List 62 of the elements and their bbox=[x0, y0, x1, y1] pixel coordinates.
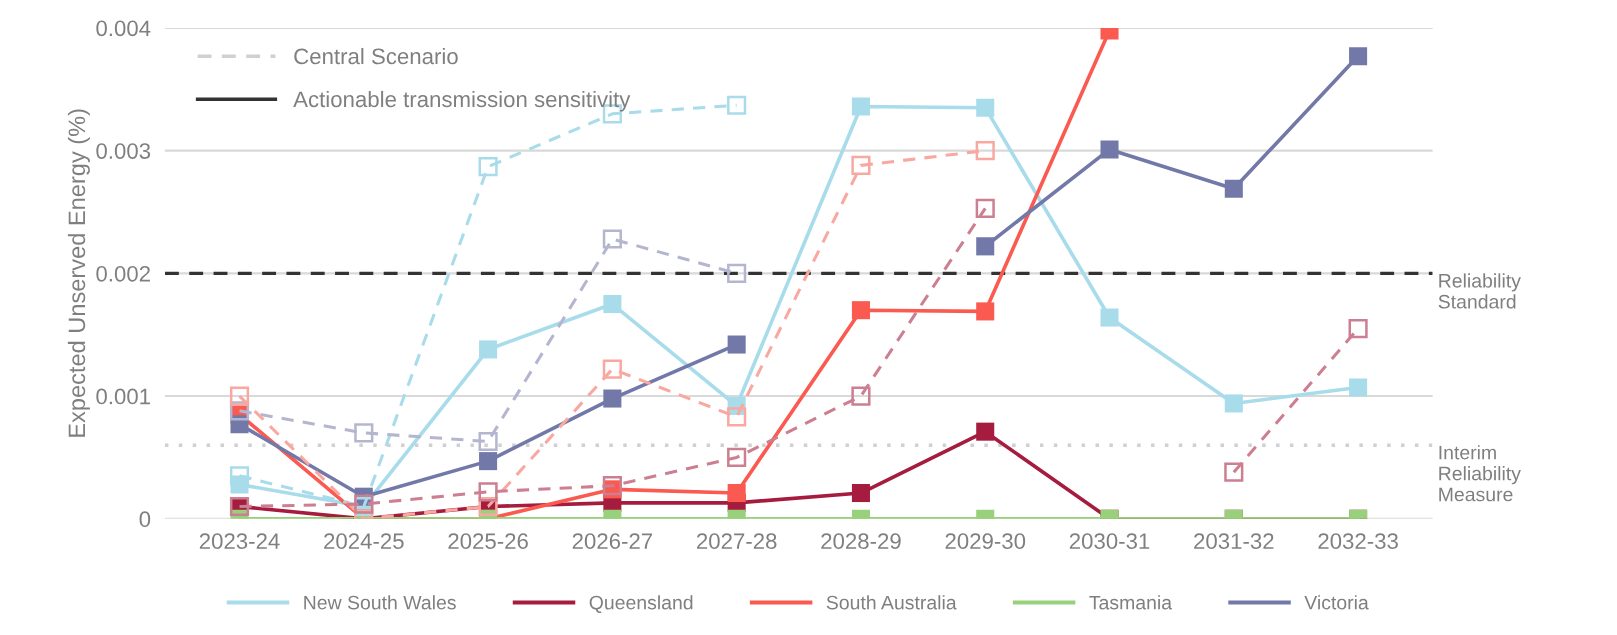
point bbox=[1348, 319, 1368, 339]
point bbox=[727, 484, 746, 503]
point bbox=[975, 141, 995, 161]
point bbox=[1349, 378, 1368, 397]
y-tick-label: 0.004 bbox=[96, 20, 151, 37]
ref-line-label: Reliability Standard bbox=[1438, 273, 1521, 309]
x-tick-label: 2032-33 bbox=[1318, 533, 1398, 550]
y-tick-label: 0 bbox=[139, 511, 151, 528]
point bbox=[727, 95, 747, 115]
legend-label: Queensland bbox=[589, 595, 693, 613]
point bbox=[1349, 47, 1368, 66]
point bbox=[478, 157, 498, 177]
legend-label: Tasmania bbox=[1089, 595, 1173, 610]
point bbox=[602, 229, 622, 249]
point bbox=[478, 431, 498, 452]
point bbox=[727, 335, 746, 354]
point bbox=[602, 359, 622, 379]
point bbox=[975, 198, 995, 218]
x-tick-label: 2026-27 bbox=[572, 533, 653, 550]
point bbox=[976, 302, 995, 321]
point bbox=[1224, 394, 1243, 413]
y-tick-label: 0.003 bbox=[96, 143, 151, 159]
x-tick-label: 2023-24 bbox=[199, 533, 280, 550]
point bbox=[727, 407, 747, 427]
point bbox=[479, 452, 498, 471]
point bbox=[976, 237, 995, 256]
point bbox=[851, 155, 871, 175]
x-tick-label: 2025-26 bbox=[448, 533, 528, 550]
point bbox=[479, 340, 498, 359]
point bbox=[727, 447, 747, 468]
x-tick-label: 2024-25 bbox=[324, 533, 404, 550]
point bbox=[354, 423, 374, 443]
point bbox=[603, 389, 622, 408]
x-tick-label: 2031-32 bbox=[1194, 533, 1274, 550]
y-tick-label: 0.001 bbox=[96, 388, 150, 405]
legend-label: South Australia bbox=[826, 595, 957, 610]
x-tick-label: 2029-30 bbox=[945, 533, 1026, 550]
point bbox=[229, 466, 250, 486]
point bbox=[851, 386, 871, 406]
point bbox=[1224, 179, 1243, 198]
legend-label: Victoria bbox=[1304, 595, 1369, 610]
point bbox=[851, 97, 870, 116]
legend-label: New South Wales bbox=[304, 595, 456, 610]
point bbox=[478, 482, 498, 502]
x-tick-label: 2027-28 bbox=[697, 533, 777, 550]
ref-line-label: Interim Reliability Measure bbox=[1439, 445, 1521, 502]
y-axis-title: Expected Unserved Energy (%) bbox=[67, 109, 90, 437]
point bbox=[603, 295, 622, 314]
point bbox=[851, 484, 870, 503]
point bbox=[1100, 140, 1119, 159]
point bbox=[976, 422, 995, 441]
point bbox=[727, 263, 747, 283]
y-tick-label: 0.002 bbox=[96, 265, 150, 282]
point bbox=[1224, 462, 1244, 482]
point bbox=[229, 386, 250, 406]
annotation: Central Scenario bbox=[294, 47, 458, 65]
point bbox=[976, 98, 995, 117]
point bbox=[1100, 308, 1119, 327]
x-tick-label: 2028-29 bbox=[821, 533, 901, 550]
point bbox=[851, 301, 870, 320]
x-tick-label: 2030-31 bbox=[1069, 533, 1150, 550]
annotation: Actionable transmission sensitivity bbox=[293, 90, 631, 112]
